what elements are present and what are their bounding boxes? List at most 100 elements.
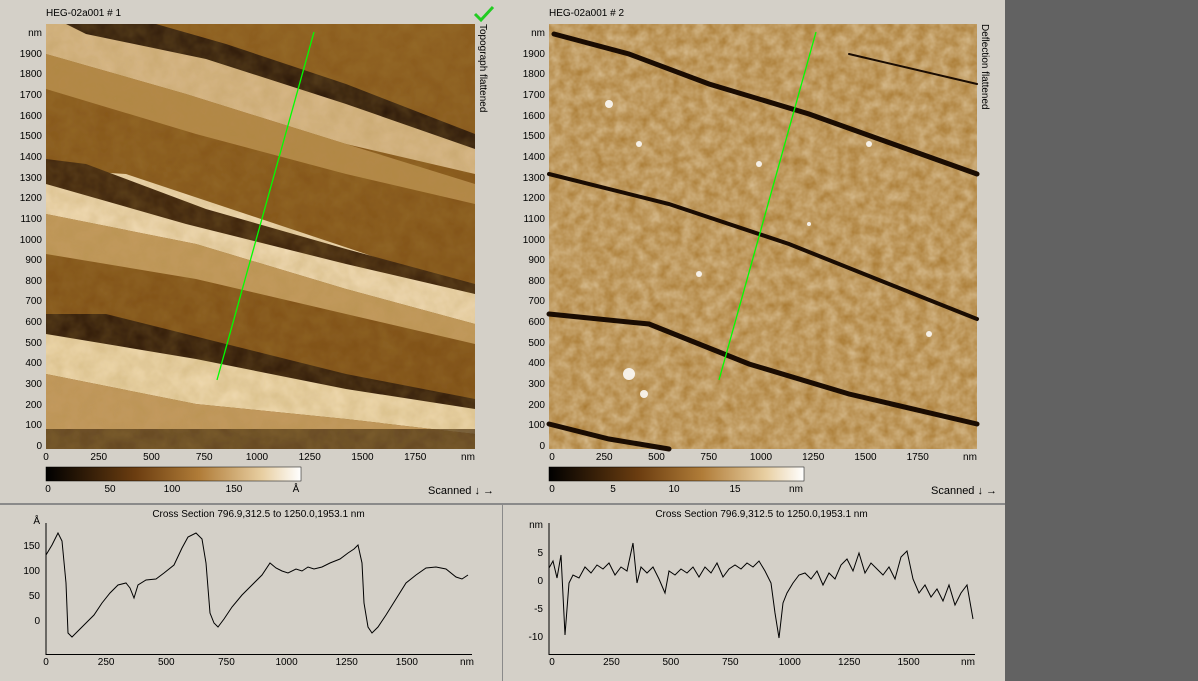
panel-1-x-tick: 500 — [143, 452, 160, 463]
panel-1-colorbar-tick: 50 — [104, 484, 116, 495]
panel-2-x-tick: 1500 — [854, 452, 877, 463]
cross-section-2-x-tick: 0 — [549, 657, 555, 668]
panel-2-y-tick: 500 — [528, 337, 545, 349]
panel-2-y-tick: 700 — [528, 296, 545, 308]
checkmark-icon — [473, 5, 495, 23]
cross-section-1-x-tick: 1250 — [335, 657, 358, 668]
panel-1-y-tick: 400 — [25, 358, 42, 370]
panel-2-title: HEG-02a001 # 2 — [549, 8, 625, 19]
panel-1-y-tick: 1600 — [19, 110, 42, 122]
cross-section-1-x-tick: 500 — [157, 657, 175, 668]
panel-1-y-tick: 1500 — [19, 131, 42, 143]
panel-2-y-tick: 400 — [528, 358, 545, 370]
cross-section-2-x-tick: 1250 — [838, 657, 861, 668]
panel-2-y-tick: 1600 — [522, 110, 545, 122]
panel-2-x-tick: 1250 — [802, 452, 825, 463]
panel-2-y-tick: 1500 — [522, 131, 545, 143]
cross-section-2-y-tick: 0 — [537, 576, 543, 587]
panel-2-y-tick: 800 — [528, 275, 545, 287]
panel-1-y-tick: 200 — [25, 399, 42, 411]
cross-section-2-y-tick: -5 — [534, 604, 543, 615]
panel-1-y-tick: 900 — [25, 255, 42, 267]
panel-2-x-tick: 1000 — [749, 452, 773, 463]
panel-1-title: HEG-02a001 # 1 — [46, 8, 122, 19]
panel-1-y-tick: 500 — [25, 337, 42, 349]
panel-2-y-tick: nm — [531, 28, 545, 39]
panel-1-y-tick: 600 — [25, 317, 42, 329]
deflection-image[interactable] — [546, 24, 980, 452]
cross-section-line[interactable] — [216, 31, 315, 381]
panel-2-x-tick: 0 — [549, 452, 555, 463]
panel-2-y-tick: 0 — [539, 441, 545, 452]
panel-1-y-tick: 1300 — [19, 172, 42, 184]
panel-1-x-tick: 1500 — [351, 452, 374, 463]
horizontal-splitter[interactable] — [0, 503, 1005, 505]
panel-2-y-tick: 600 — [528, 317, 545, 329]
panel-2-y-tick: 1400 — [522, 151, 545, 163]
panel-2-y-tick: 1900 — [522, 48, 545, 60]
panel-2-y-tick: 1100 — [523, 213, 545, 225]
deflection-colorbar — [548, 466, 805, 482]
panel-1-colorbar-tick: Å — [292, 484, 300, 495]
cross-section-2-y-tick: -10 — [528, 632, 543, 643]
panel-2-x-tick: 500 — [648, 452, 665, 463]
panel-2-y-tick: 900 — [528, 255, 545, 267]
cross-section-1-x-tick: nm — [460, 657, 474, 668]
panel-1-y-tick: 1000 — [19, 234, 42, 246]
topography-colorbar — [45, 466, 302, 482]
panel-1-scanned-label: Scanned ↓ → — [428, 485, 495, 497]
panel-2-x-tick: nm — [963, 452, 977, 463]
cross-section-1-x-tick: 250 — [97, 657, 115, 668]
cross-section-1-x-tick: 1500 — [395, 657, 418, 668]
panel-1-colorbar-tick: 150 — [225, 484, 243, 495]
panel-2-y-tick: 100 — [528, 420, 545, 432]
empty-workspace — [1005, 0, 1198, 681]
panel-2-side-label: Deflection flattened — [979, 24, 990, 110]
topography-image[interactable] — [46, 24, 475, 449]
panel-2-y-tick: 1200 — [522, 193, 545, 205]
cross-section-2-x-tick: 500 — [662, 657, 680, 668]
cross-section-2-y-tick: nm — [529, 520, 543, 531]
cross-section-2-x-tick: 750 — [721, 657, 739, 668]
panel-1-colorbar-tick: 0 — [45, 484, 51, 495]
cross-section-1-y-tick: Å — [33, 516, 40, 527]
cross-section-1-y-tick: 100 — [23, 566, 40, 577]
panel-2-colorbar-tick: 5 — [610, 484, 616, 495]
cross-section-line[interactable] — [718, 31, 817, 381]
cross-section-2-x-tick: 1500 — [897, 657, 920, 668]
cross-section-1-y-tick: 0 — [34, 616, 40, 627]
panel-1-y-tick: 1900 — [19, 48, 42, 60]
panel-1-y-tick: 100 — [25, 420, 42, 432]
cross-section-1-plot[interactable] — [45, 523, 472, 655]
panel-2-x-tick: 250 — [595, 452, 613, 463]
cross-section-2-title: Cross Section 796.9,312.5 to 1250.0,1953… — [655, 509, 868, 520]
panel-2-y-tick: 1700 — [522, 89, 545, 101]
panel-2-y-tick: 200 — [528, 399, 545, 411]
panel-2-colorbar-tick: 0 — [549, 484, 555, 495]
panel-1-y-tick: 1700 — [19, 89, 42, 101]
panel-1-x-tick: 1250 — [298, 452, 321, 463]
cross-section-1-y-tick: 150 — [23, 541, 40, 552]
panel-1-x-tick: 1000 — [245, 452, 269, 463]
panel-1-x-tick: 0 — [43, 452, 49, 463]
cross-section-2-plot[interactable] — [548, 523, 975, 655]
panel-1-x-tick: nm — [461, 452, 475, 463]
vertical-splitter[interactable] — [502, 505, 503, 681]
panel-2-y-tick: 300 — [528, 379, 545, 391]
panel-1-y-tick: nm — [28, 28, 42, 39]
panel-2-colorbar-tick: nm — [789, 484, 803, 495]
panel-2-colorbar-tick: 10 — [668, 484, 680, 495]
cross-section-1-x-tick: 750 — [218, 657, 235, 668]
cross-section-2-x-tick: 1000 — [778, 657, 801, 668]
panel-2-y-tick: 1800 — [522, 69, 545, 81]
panel-2-x-tick: 750 — [700, 452, 718, 463]
panel-1-y-tick: 1800 — [19, 69, 42, 81]
panel-2-y-tick: 1300 — [522, 172, 545, 184]
cross-section-2-y-tick: 5 — [537, 548, 543, 559]
panel-1-side-label: Topograph flattened — [477, 24, 488, 113]
panel-1-y-tick: 300 — [25, 379, 42, 391]
panel-2-scanned-label: Scanned ↓ → — [931, 485, 998, 497]
cross-section-2-x-tick: 250 — [603, 657, 620, 668]
cross-section-1-title: Cross Section 796.9,312.5 to 1250.0,1953… — [152, 509, 365, 520]
panel-1-y-tick: 0 — [36, 441, 42, 452]
